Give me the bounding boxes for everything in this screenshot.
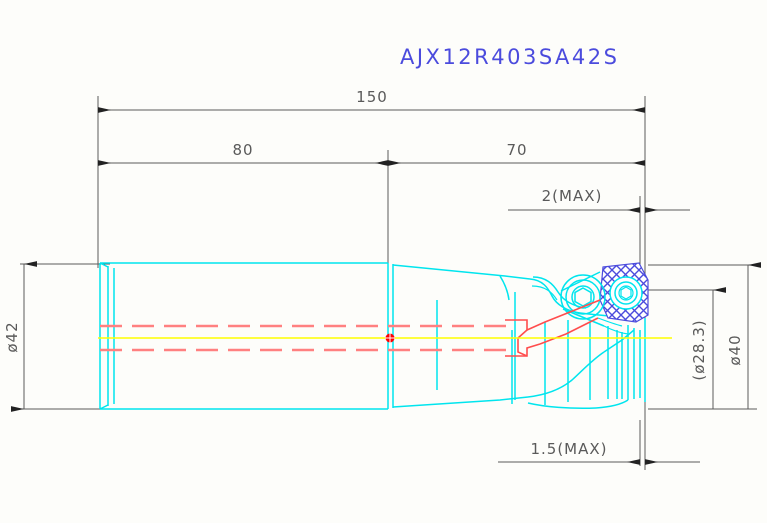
dimension-insert-diameter: (ø28.3) [690, 287, 726, 409]
origin-marker [385, 333, 395, 343]
dimension-label-d40: ø40 [726, 334, 744, 365]
dimension-bottom-clearance: 1.5(MAX) [498, 440, 700, 465]
dimension-label-150: 150 [356, 88, 388, 106]
cutting-insert [599, 262, 649, 323]
dimension-label-70: 70 [506, 141, 527, 159]
dimension-shank-length: 80 [98, 141, 388, 166]
coolant-hole-centerlines [100, 324, 515, 352]
tool-body-outline [99, 262, 646, 410]
dimension-label-d283: (ø28.3) [690, 319, 708, 380]
dimension-top-clearance: 2(MAX) [508, 187, 690, 213]
coolant-channel [505, 299, 601, 357]
dimension-overall-length: 150 [98, 88, 645, 113]
page-title: AJX12R403SA42S [400, 45, 619, 69]
head-detail-lines [531, 285, 629, 335]
dimension-label-80: 80 [232, 141, 253, 159]
dimension-shank-diameter: ø42 [3, 261, 37, 412]
dimension-cutting-diameter: ø40 [726, 262, 761, 409]
dimension-head-length: 70 [388, 141, 645, 166]
dimension-label-d42: ø42 [3, 321, 21, 352]
dimension-label-15max: 1.5(MAX) [530, 440, 607, 458]
dimension-label-2max: 2(MAX) [542, 187, 603, 205]
